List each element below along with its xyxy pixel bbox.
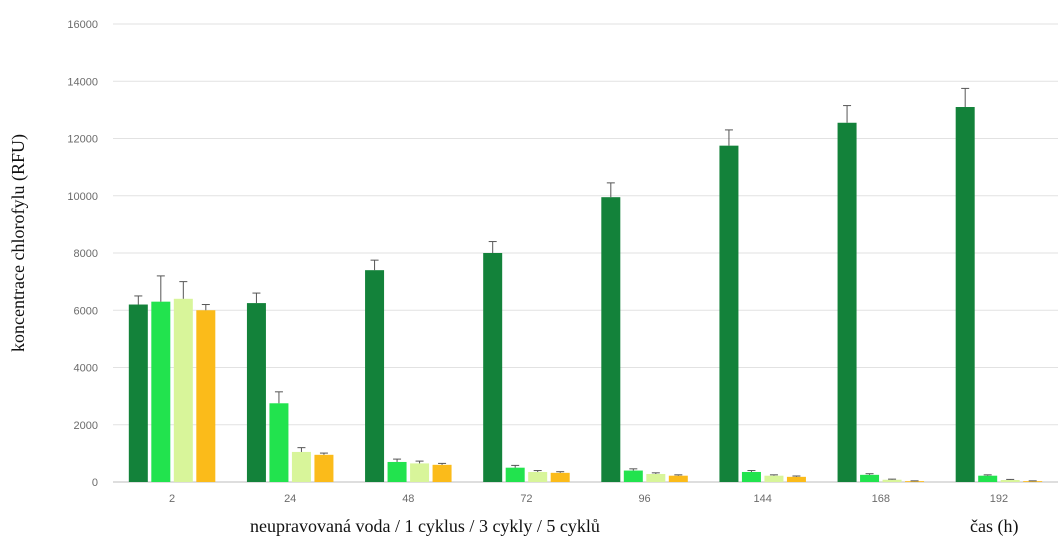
bar <box>432 464 452 482</box>
x-axis-unit: čas (h) <box>970 516 1018 537</box>
bar <box>528 471 548 482</box>
bar <box>978 475 998 482</box>
bar <box>764 475 784 482</box>
y-tick-label: 12000 <box>67 134 98 146</box>
bar <box>1000 479 1020 482</box>
y-axis-title: koncentrace chlorofylu (RFU) <box>8 134 29 352</box>
bar <box>719 145 739 482</box>
x-axis-ticks: 2 24 48 72 96 144 168 192 <box>169 493 1008 505</box>
bars <box>128 107 1043 482</box>
error-bar <box>674 474 683 476</box>
error-bar <box>865 473 874 475</box>
bar <box>905 481 925 482</box>
error-bar <box>438 462 447 465</box>
error-bar <box>533 470 542 472</box>
x-tick-label: 72 <box>520 493 532 505</box>
error-bar <box>961 87 970 108</box>
x-axis-title: neupravovaná voda / 1 cyklus / 3 cykly /… <box>250 516 600 536</box>
error-bar <box>274 391 283 404</box>
bar <box>483 253 503 482</box>
bar <box>837 122 857 482</box>
error-bar <box>297 447 306 452</box>
bar <box>151 301 171 482</box>
error-bar <box>888 478 897 480</box>
y-tick-label: 8000 <box>74 248 98 260</box>
bar <box>291 451 311 482</box>
x-tick-label: 192 <box>990 493 1008 505</box>
error-bar <box>179 281 188 299</box>
bar <box>365 270 385 482</box>
error-bars <box>134 87 1037 482</box>
y-axis-ticks: 0 2000 4000 6000 8000 10000 12000 14000 16000 <box>67 19 98 489</box>
error-bar <box>724 129 733 146</box>
error-bar <box>511 464 520 468</box>
bar <box>668 475 688 482</box>
y-tick-label: 0 <box>92 477 98 489</box>
error-bar <box>370 259 379 271</box>
x-tick-label: 48 <box>402 493 414 505</box>
error-bar <box>983 474 992 476</box>
error-bar <box>629 468 638 471</box>
error-bar <box>747 470 756 472</box>
bar <box>786 476 806 482</box>
bar <box>601 197 621 482</box>
error-bar <box>415 460 424 464</box>
bar <box>550 472 570 482</box>
bar <box>623 470 643 482</box>
error-bar <box>319 452 328 455</box>
bar <box>387 461 407 482</box>
error-bar <box>488 241 497 253</box>
bar <box>882 479 902 482</box>
bar <box>128 304 148 482</box>
x-tick-label: 168 <box>872 493 890 505</box>
y-tick-label: 4000 <box>74 363 98 375</box>
error-bar <box>651 472 660 474</box>
x-tick-label: 24 <box>284 493 296 505</box>
y-tick-label: 10000 <box>67 191 98 203</box>
bar <box>196 310 216 482</box>
error-bar <box>201 304 210 311</box>
y-tick-label: 16000 <box>67 19 98 31</box>
error-bar <box>843 105 852 123</box>
y-tick-label: 14000 <box>67 76 98 88</box>
y-tick-label: 2000 <box>74 420 98 432</box>
bar <box>314 454 334 482</box>
bar <box>505 467 525 482</box>
bar <box>410 463 430 482</box>
error-bar <box>606 182 615 198</box>
x-tick-label: 144 <box>754 493 772 505</box>
error-bar <box>393 458 402 462</box>
bar <box>955 107 975 482</box>
bar <box>1023 481 1043 482</box>
error-bar <box>556 471 565 473</box>
error-bar <box>792 475 801 477</box>
y-tick-label: 6000 <box>74 305 98 317</box>
bar <box>173 298 193 482</box>
error-bar <box>1006 478 1015 480</box>
error-bar <box>769 474 778 476</box>
bar <box>246 303 266 482</box>
bar <box>741 471 761 482</box>
error-bar <box>134 295 143 305</box>
bar <box>646 473 666 482</box>
bar <box>860 474 880 482</box>
bar <box>269 403 289 482</box>
error-bar <box>252 292 261 304</box>
x-tick-label: 2 <box>169 493 175 505</box>
error-bar <box>156 275 165 302</box>
x-tick-label: 96 <box>638 493 650 505</box>
